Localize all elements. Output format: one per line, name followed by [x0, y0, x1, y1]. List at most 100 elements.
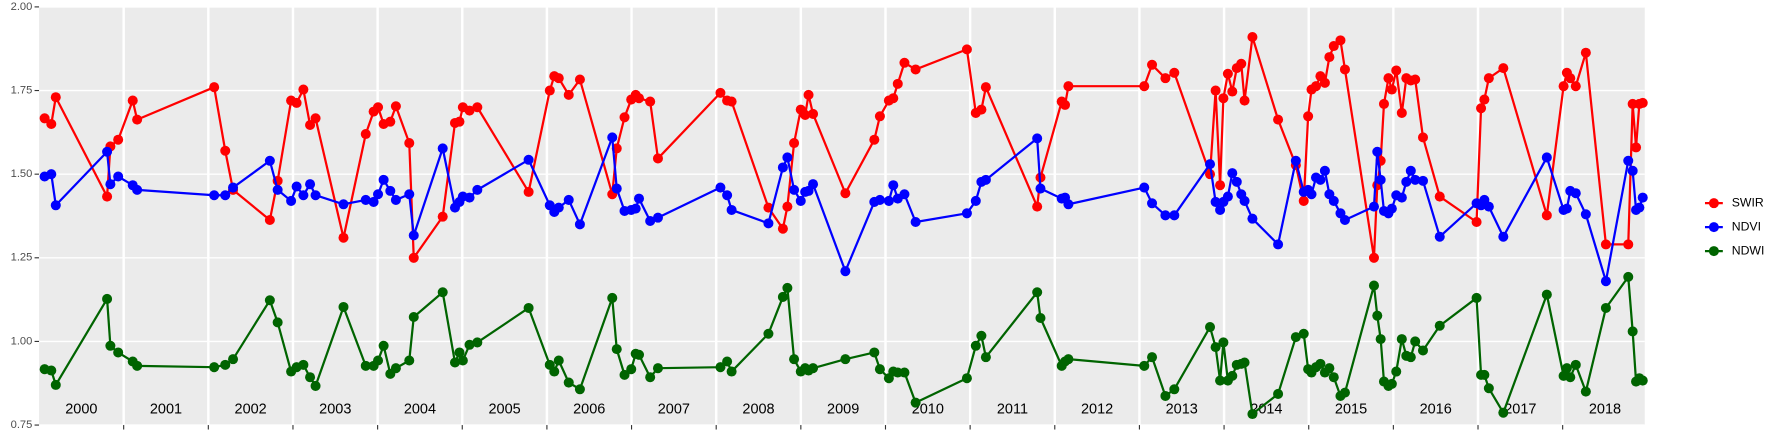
data-point	[1417, 175, 1429, 186]
data-point	[1328, 372, 1339, 383]
data-point	[1247, 409, 1258, 420]
data-point	[437, 211, 448, 222]
data-point	[1631, 142, 1642, 153]
data-point	[869, 134, 880, 145]
data-point	[789, 138, 800, 149]
data-point	[1637, 192, 1648, 203]
data-point	[1600, 276, 1611, 287]
data-point	[1410, 74, 1421, 85]
data-point	[286, 195, 297, 206]
data-point	[1558, 81, 1569, 92]
data-point	[763, 218, 774, 229]
legend-label: SWIR	[1732, 195, 1764, 209]
data-point	[305, 119, 316, 131]
data-point	[970, 195, 981, 206]
data-point	[291, 181, 302, 192]
data-point	[1139, 360, 1150, 371]
data-point	[1215, 204, 1226, 215]
data-point	[464, 192, 475, 203]
data-point	[264, 214, 275, 226]
data-point	[310, 380, 321, 391]
data-point	[385, 116, 396, 127]
data-point	[1222, 68, 1233, 79]
data-point	[1218, 337, 1229, 348]
data-point	[980, 352, 991, 363]
data-point	[626, 364, 637, 375]
data-point	[1580, 386, 1591, 397]
x-tick-label: 2011	[997, 401, 1028, 417]
data-point	[408, 230, 419, 241]
data-point	[338, 232, 349, 243]
data-point	[961, 44, 972, 55]
data-point	[228, 182, 239, 193]
data-point	[1471, 292, 1482, 303]
data-point	[795, 195, 806, 206]
data-point	[305, 179, 316, 190]
data-point	[1160, 73, 1171, 84]
data-point	[1147, 352, 1158, 363]
data-point	[899, 57, 910, 68]
data-point	[1498, 231, 1509, 242]
data-point	[1231, 176, 1242, 187]
data-point	[645, 215, 656, 227]
data-point	[437, 287, 448, 298]
data-point	[574, 219, 585, 230]
data-point	[611, 344, 622, 355]
data-point	[1139, 182, 1150, 193]
y-tick-label: 1.00	[11, 335, 33, 347]
data-point	[113, 347, 124, 358]
data-point	[645, 372, 656, 383]
data-point	[105, 179, 116, 190]
data-point	[1227, 370, 1238, 381]
data-point	[970, 340, 981, 351]
data-point	[715, 362, 726, 373]
data-point	[1570, 359, 1581, 370]
data-point	[472, 184, 483, 195]
data-point	[1634, 202, 1645, 213]
data-point	[1410, 174, 1421, 185]
data-point	[1541, 152, 1552, 163]
x-tick-label: 2017	[1504, 401, 1536, 417]
x-tick-label: 2009	[827, 401, 859, 417]
data-point	[840, 354, 851, 365]
data-point	[46, 169, 57, 180]
data-point	[1239, 357, 1250, 368]
data-point	[1324, 363, 1335, 374]
data-point	[113, 134, 124, 145]
x-tick-label: 2008	[742, 401, 774, 417]
data-point	[378, 174, 389, 185]
data-point	[1386, 203, 1397, 214]
data-point	[980, 82, 991, 93]
data-point	[553, 73, 564, 84]
data-point	[544, 85, 555, 96]
data-point	[980, 174, 991, 185]
data-point	[390, 194, 401, 205]
data-point	[1218, 93, 1229, 104]
data-point	[1498, 63, 1509, 74]
data-point	[1060, 99, 1071, 110]
legend-label: NDVI	[1732, 219, 1761, 233]
data-point	[209, 362, 220, 373]
data-point	[1368, 280, 1379, 291]
data-point	[310, 113, 321, 124]
data-point	[1541, 289, 1552, 300]
data-point	[209, 82, 220, 93]
plot-panel	[39, 6, 1645, 426]
data-point	[1561, 203, 1572, 214]
data-point	[808, 363, 819, 374]
data-point	[1160, 390, 1171, 401]
data-point	[1215, 180, 1226, 191]
data-point	[298, 84, 309, 95]
data-point	[338, 199, 349, 210]
data-point	[1386, 84, 1397, 95]
data-point	[132, 114, 143, 125]
data-point	[715, 87, 726, 98]
data-point	[523, 302, 534, 313]
data-point	[1570, 188, 1581, 199]
data-point	[1315, 358, 1326, 369]
data-point	[1147, 59, 1158, 70]
data-point	[1410, 336, 1421, 347]
data-point	[1623, 239, 1634, 250]
data-point	[1328, 195, 1339, 206]
